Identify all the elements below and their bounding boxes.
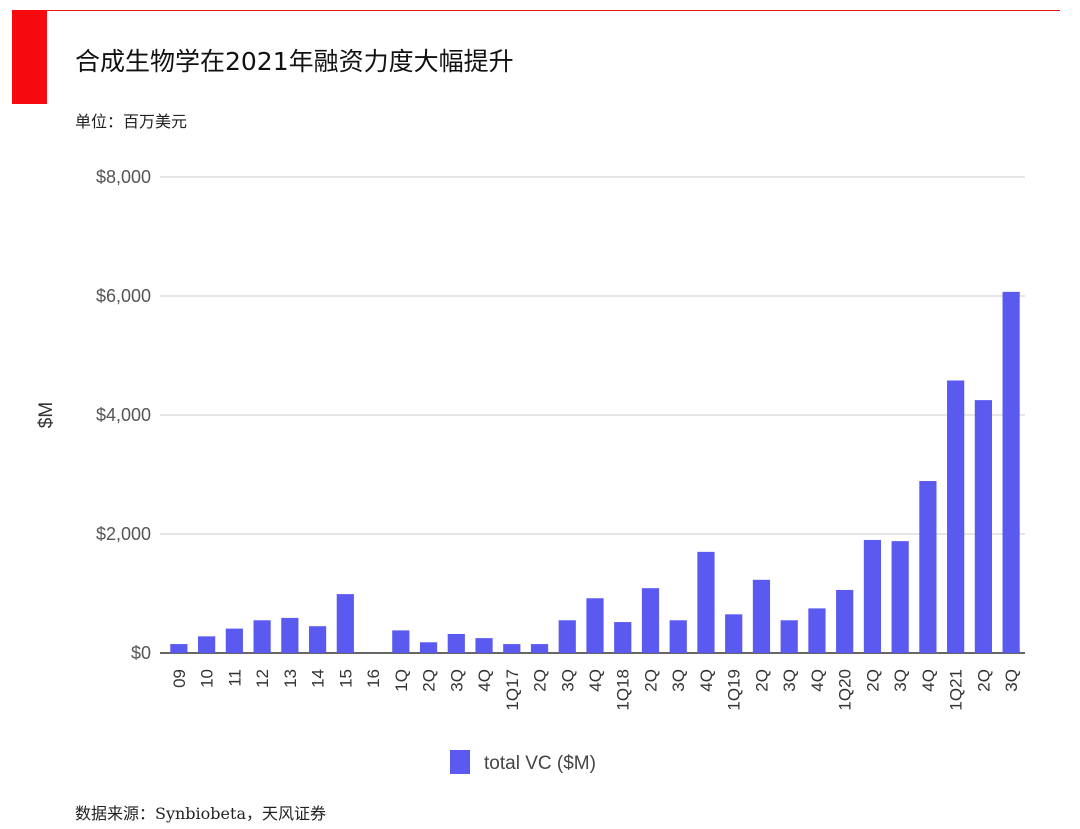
bar [336, 594, 354, 653]
bar [974, 400, 992, 653]
bar [641, 588, 660, 653]
x-tick-label: 14 [309, 669, 328, 688]
x-tick-label: 1Q21 [947, 669, 966, 711]
legend-swatch [450, 750, 470, 774]
bars [170, 291, 1020, 653]
bar [392, 630, 410, 653]
bar [1002, 291, 1020, 653]
y-tick-label: $8,000 [96, 167, 151, 187]
x-tick-label: 13 [281, 669, 300, 688]
bar [614, 622, 632, 653]
y-tick-label: $4,000 [96, 405, 151, 425]
x-tick-label: 10 [198, 669, 217, 688]
bar [503, 644, 521, 653]
x-tick-label: 4Q [919, 669, 938, 692]
x-tick-label: 3Q [780, 669, 799, 692]
x-tick-label: 1Q20 [836, 669, 855, 711]
x-axis-ticks: 09 10 11 12 13 14 15 16 1Q 2Q 3Q 4Q 1Q17 2Q 3Q 4Q 1Q18 2Q… [170, 669, 1021, 711]
bar [725, 614, 743, 653]
x-tick-label: 1Q [392, 669, 411, 692]
bar [808, 608, 826, 653]
x-tick-label: 15 [336, 669, 355, 688]
bar [780, 620, 798, 653]
x-tick-label: 16 [364, 669, 383, 688]
bar [225, 628, 243, 653]
x-tick-label: 09 [170, 669, 189, 688]
bar [947, 380, 965, 653]
bar [558, 620, 576, 653]
legend: total VC ($M) [450, 750, 596, 774]
bar [253, 620, 271, 653]
x-tick-label: 2Q [863, 669, 882, 692]
bar [281, 617, 299, 653]
bar [752, 579, 771, 653]
bar [419, 642, 438, 653]
x-tick-label: 2Q [641, 669, 660, 692]
page-title: 合成生物学在2021年融资力度大幅提升 [75, 47, 514, 76]
x-tick-label: 3Q [558, 669, 577, 692]
x-tick-label: 4Q [808, 669, 827, 692]
x-tick-label: 2Q [752, 669, 771, 692]
bar [836, 589, 854, 653]
x-tick-label: 3Q [1002, 669, 1021, 692]
bar [863, 539, 882, 653]
bar [586, 598, 604, 653]
bar [891, 541, 909, 653]
accent-bar [12, 10, 47, 104]
bar [530, 644, 549, 653]
bar [475, 638, 493, 653]
x-tick-label: 1Q17 [503, 669, 522, 711]
x-tick-label: 12 [253, 669, 272, 688]
bar [669, 620, 687, 653]
y-tick-label: $2,000 [96, 524, 151, 544]
unit-label: 单位：百万美元 [75, 112, 188, 131]
bar [919, 481, 937, 653]
x-tick-label: 1Q19 [725, 669, 744, 711]
bar [198, 636, 216, 653]
x-tick-label: 4Q [586, 669, 605, 692]
bar [308, 626, 327, 653]
x-tick-label: 3Q [669, 669, 688, 692]
bar [447, 633, 465, 653]
x-tick-label: 4Q [697, 669, 716, 692]
x-tick-label: 4Q [475, 669, 494, 692]
x-tick-label: 1Q18 [614, 669, 633, 711]
x-tick-label: 3Q [447, 669, 466, 692]
x-tick-label: 11 [225, 669, 244, 687]
x-tick-label: 3Q [891, 669, 910, 692]
legend-label: total VC ($M) [484, 753, 596, 774]
bar [697, 551, 715, 653]
y-axis-title: $M [36, 402, 57, 428]
x-tick-label: 2Q [531, 669, 550, 692]
x-tick-label: 2Q [974, 669, 993, 692]
header-rule [12, 10, 1060, 11]
source-note: 数据来源：Synbiobeta，天风证券 [75, 804, 326, 823]
x-tick-label: 2Q [420, 669, 439, 692]
y-tick-label: $6,000 [96, 286, 151, 306]
y-axis-ticks: $0 $2,000 $4,000 $6,000 $8,000 [96, 167, 151, 663]
y-tick-label: $0 [131, 643, 151, 663]
bar [170, 644, 188, 653]
